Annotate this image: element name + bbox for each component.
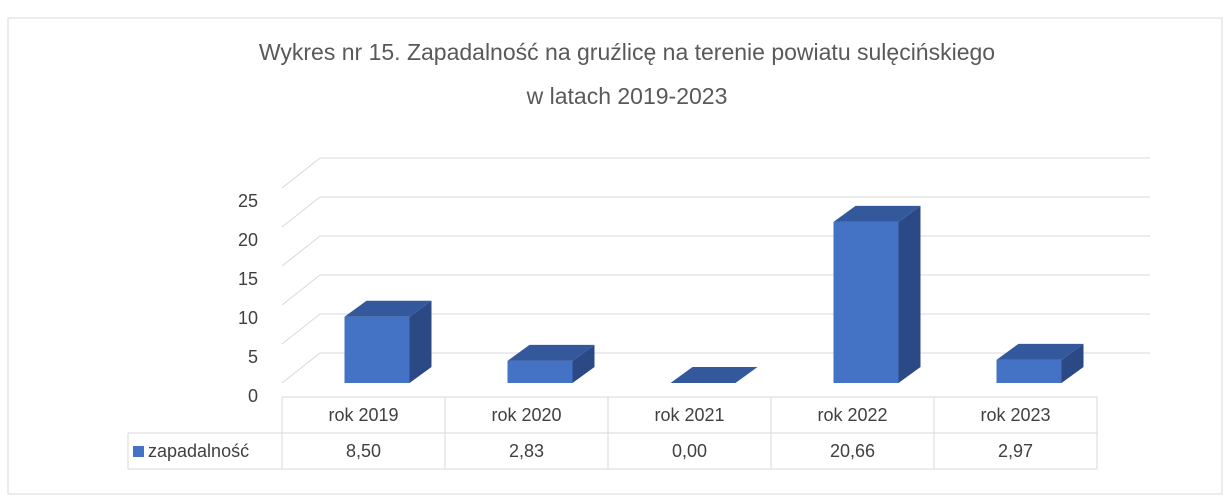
data-label: 0,00 xyxy=(672,441,707,461)
y-tick-label: 10 xyxy=(238,308,258,328)
chart-title: w latach 2019-2023 xyxy=(526,83,728,109)
bar xyxy=(507,344,595,383)
grid-line xyxy=(281,352,321,384)
bar-side xyxy=(898,205,921,383)
bar-top xyxy=(996,343,1084,360)
bar-front xyxy=(833,221,899,383)
bar-front xyxy=(344,316,410,383)
chart-title: Wykres nr 15. Zapadalność na gruźlicę na… xyxy=(259,39,995,65)
bar-side xyxy=(1061,343,1084,383)
chart-border xyxy=(7,17,1223,495)
y-tick-label: 0 xyxy=(248,386,258,406)
y-tick-label: 20 xyxy=(238,230,258,250)
bar xyxy=(670,367,758,383)
y-tick-label: 5 xyxy=(248,347,258,367)
bar-front xyxy=(507,360,573,383)
bar-top xyxy=(670,367,758,383)
data-label: 2,97 xyxy=(998,441,1033,461)
y-tick-label: 15 xyxy=(238,269,258,289)
grid-line xyxy=(281,274,321,306)
data-label: 2,83 xyxy=(509,441,544,461)
grid-line xyxy=(281,196,321,228)
grid-line xyxy=(281,157,321,189)
bar-side xyxy=(409,300,432,383)
y-tick-label: 25 xyxy=(238,191,258,211)
bar-top xyxy=(344,300,432,317)
legend-swatch xyxy=(133,446,144,457)
data-label: 8,50 xyxy=(346,441,381,461)
bar-top xyxy=(833,205,921,222)
bar xyxy=(344,300,432,383)
legend-label: zapadalność xyxy=(148,441,249,461)
x-tick-label: rok 2020 xyxy=(491,405,561,425)
x-tick-label: rok 2022 xyxy=(817,405,887,425)
x-tick-label: rok 2021 xyxy=(654,405,724,425)
grid-line xyxy=(281,313,321,345)
bar xyxy=(996,343,1084,383)
bar-front xyxy=(996,359,1062,383)
grid-line xyxy=(281,235,321,267)
bar-side xyxy=(572,344,595,383)
x-tick-label: rok 2023 xyxy=(980,405,1050,425)
bar-top xyxy=(507,344,595,361)
x-tick-label: rok 2019 xyxy=(328,405,398,425)
bar xyxy=(833,205,921,383)
data-label: 20,66 xyxy=(830,441,875,461)
